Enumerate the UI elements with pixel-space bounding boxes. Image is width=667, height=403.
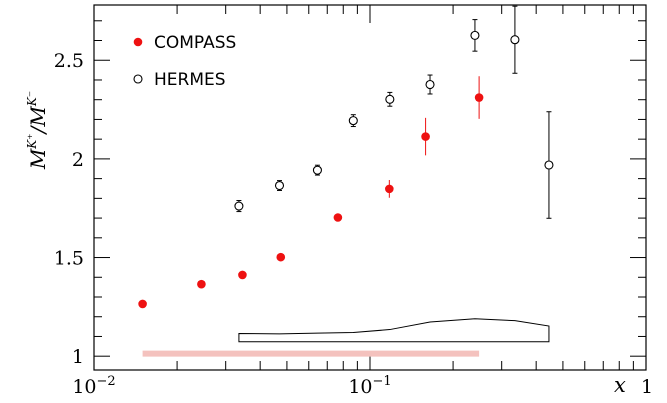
y-axis-title-slash: /	[26, 124, 50, 135]
data-point-compass	[385, 184, 394, 194]
y-tick-label: 1.5	[54, 248, 84, 270]
data-point-hermes	[312, 165, 322, 175]
data-point-hermes	[274, 180, 285, 191]
data-point-compass	[197, 279, 206, 289]
data-point-hermes	[544, 160, 554, 170]
legend-marker-hermes	[133, 74, 143, 84]
y-tick-label: 2	[72, 149, 84, 171]
data-point-hermes	[510, 35, 520, 45]
data-point-compass	[276, 252, 286, 262]
data-point-compass	[421, 132, 430, 141]
data-point-compass	[333, 213, 343, 222]
y-tick-label: 2.5	[54, 50, 84, 72]
data-point-hermes	[470, 30, 480, 40]
y-axis: 1 1.5 2 2.5	[54, 20, 646, 368]
svg-text:MK⁺/MK⁻: MK⁺/MK⁻	[25, 91, 50, 170]
data-point-compass	[474, 93, 484, 102]
data-point-hermes	[425, 79, 435, 90]
y-axis-title-sup-minus: K⁻	[25, 91, 39, 107]
x-tick-label: 10−2	[72, 374, 115, 398]
x-axis-title: x	[614, 373, 626, 397]
legend: COMPASS HERMES	[133, 33, 236, 90]
data-point-hermes	[234, 201, 244, 211]
legend-label-compass: COMPASS	[154, 33, 236, 53]
plot-frame	[93, 4, 647, 371]
y-tick-label: 1	[72, 346, 84, 368]
systematic-bands	[142, 318, 550, 357]
data-points	[138, 5, 554, 309]
data-point-hermes	[348, 116, 358, 126]
x-tick-label: 10−1	[348, 374, 391, 398]
y-axis-title: MK⁺/MK⁻	[25, 91, 50, 170]
x-tick-label: 1	[641, 376, 653, 398]
x-axis: 10−2 10−1 1	[72, 5, 653, 398]
data-point-compass	[238, 270, 247, 280]
y-axis-title-main-plus: M	[26, 148, 50, 170]
data-point-hermes	[385, 94, 395, 104]
y-axis-title-main-minus: M	[26, 106, 50, 128]
systematic-band-hermes	[238, 318, 550, 343]
data-point-compass	[138, 299, 147, 309]
y-axis-title-sup-plus: K⁺	[25, 133, 39, 149]
legend-label-hermes: HERMES	[154, 70, 226, 90]
legend-marker-compass	[133, 37, 143, 47]
